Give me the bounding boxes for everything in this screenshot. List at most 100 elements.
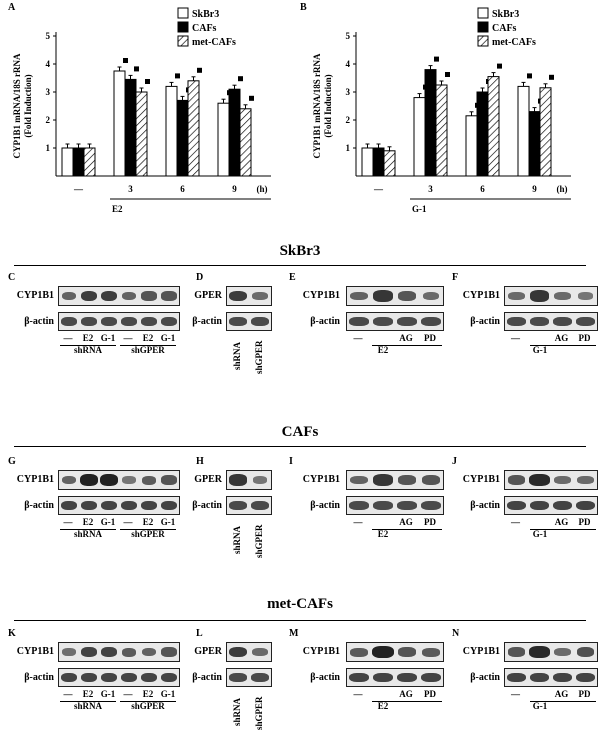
- blot-band: [553, 316, 572, 327]
- lane-label: E2: [142, 333, 154, 343]
- bar: [465, 115, 478, 177]
- blot-actin: [346, 668, 444, 687]
- blot-band: [80, 473, 98, 487]
- bar: [413, 97, 426, 177]
- panel-label: K: [8, 628, 16, 639]
- blot-band: [140, 500, 158, 511]
- legend-entry: CAFs: [192, 23, 217, 34]
- legend-entry: SkBr3: [192, 9, 219, 20]
- bar: [135, 91, 148, 177]
- group-label-shrna: shRNA: [73, 345, 102, 355]
- legend-swatch: [177, 21, 189, 33]
- blot-band: [554, 475, 571, 485]
- bar: [83, 147, 96, 177]
- row-label-actin: β-actin: [310, 316, 340, 327]
- blot-band: [507, 672, 526, 683]
- blot-band: [228, 474, 248, 486]
- bar: [361, 147, 374, 177]
- treatment-underline: [530, 529, 596, 530]
- blot-band: [80, 646, 98, 658]
- blot-band: [141, 475, 157, 485]
- blot-band: [507, 647, 526, 657]
- blot-actin: [504, 496, 598, 515]
- blot-band: [160, 500, 178, 511]
- bar: [517, 85, 530, 177]
- blot-cyp1b1: [58, 286, 180, 306]
- blot-band: [397, 500, 417, 511]
- blot-band: [373, 316, 393, 327]
- blot-band: [349, 672, 369, 683]
- y-axis-label-units: (Fold Induction): [323, 74, 333, 137]
- row-label-actin: β-actin: [24, 672, 54, 683]
- y-tick-label: 5: [346, 31, 351, 41]
- row-label-actin: β-actin: [470, 672, 500, 683]
- legend-swatch: [477, 21, 489, 33]
- significance-marker: [197, 67, 202, 73]
- significance-marker: [145, 79, 150, 84]
- blot-band: [507, 500, 526, 511]
- significance-marker: [175, 73, 180, 79]
- section-title-skbr3: SkBr3: [279, 243, 321, 259]
- blot-band: [529, 646, 550, 658]
- row-label-actin: β-actin: [192, 672, 222, 683]
- x-tick-label: 6: [480, 184, 485, 194]
- significance-marker: [434, 56, 439, 62]
- blot-band: [229, 316, 247, 327]
- row-label-actin: β-actin: [470, 500, 500, 511]
- panel-label: F: [452, 272, 459, 283]
- blot-band: [229, 672, 247, 683]
- lane-label: E2: [142, 689, 154, 699]
- y-tick-label: 4: [346, 59, 351, 69]
- y-tick-label: 3: [346, 87, 351, 97]
- lane-label: E2: [82, 689, 94, 699]
- chart-a: 1 2 3 4 5 CYP1B1 mRNA/18S rRNA (Fold Induction…: [12, 7, 271, 214]
- blot-band: [373, 672, 393, 683]
- group-underline: [120, 701, 176, 702]
- panel-label: M: [289, 628, 299, 639]
- lane-label: AG: [399, 333, 413, 343]
- row-label-gper: GPER: [194, 474, 222, 485]
- bar: [424, 69, 437, 177]
- y-axis-label: CYP1B1 mRNA/18S rRNA: [12, 53, 22, 158]
- blot-band: [161, 291, 177, 301]
- x-tick-label: 6: [180, 184, 185, 194]
- blot-band: [553, 672, 572, 683]
- y-axis-label-units: (Fold Induction): [23, 74, 33, 137]
- group-label-shrna: shRNA: [73, 529, 102, 539]
- blot-band: [577, 475, 594, 485]
- blot-band: [141, 291, 157, 301]
- lane-label: E2: [142, 517, 154, 527]
- lane-label: E2: [82, 333, 94, 343]
- group-underline: [120, 529, 176, 530]
- bar: [383, 150, 396, 177]
- lane-label: AG: [399, 689, 413, 699]
- row-label-gper: GPER: [194, 290, 222, 301]
- blot-actin: [226, 668, 272, 687]
- blot-gper: [226, 642, 272, 662]
- blot-band: [229, 500, 247, 511]
- panel-label: N: [452, 628, 460, 639]
- lane-label: PD: [424, 517, 436, 527]
- blot-band: [252, 476, 268, 484]
- treatment-label: E2: [112, 204, 123, 214]
- row-label-cyp1b1: CYP1B1: [16, 646, 54, 657]
- treatment-underline: [530, 345, 596, 346]
- bar: [72, 147, 85, 177]
- blot-band: [372, 290, 394, 302]
- blot-band: [422, 291, 440, 301]
- blot-actin: [58, 312, 180, 331]
- significance-marker: [497, 63, 502, 69]
- significance-marker: [527, 73, 532, 79]
- blot-band: [121, 291, 137, 301]
- blot-band: [122, 476, 136, 484]
- legend-swatch: [177, 7, 189, 19]
- legend-entry: CAFs: [492, 23, 517, 34]
- blot-band: [350, 475, 368, 485]
- panel-label: L: [196, 628, 203, 639]
- lane-label: AG: [554, 333, 569, 343]
- significance-marker: [123, 58, 128, 63]
- blot-band: [576, 672, 595, 683]
- lane-label: —: [63, 333, 73, 343]
- row-label-cyp1b1: CYP1B1: [16, 474, 54, 485]
- lane-label: G-1: [160, 517, 176, 527]
